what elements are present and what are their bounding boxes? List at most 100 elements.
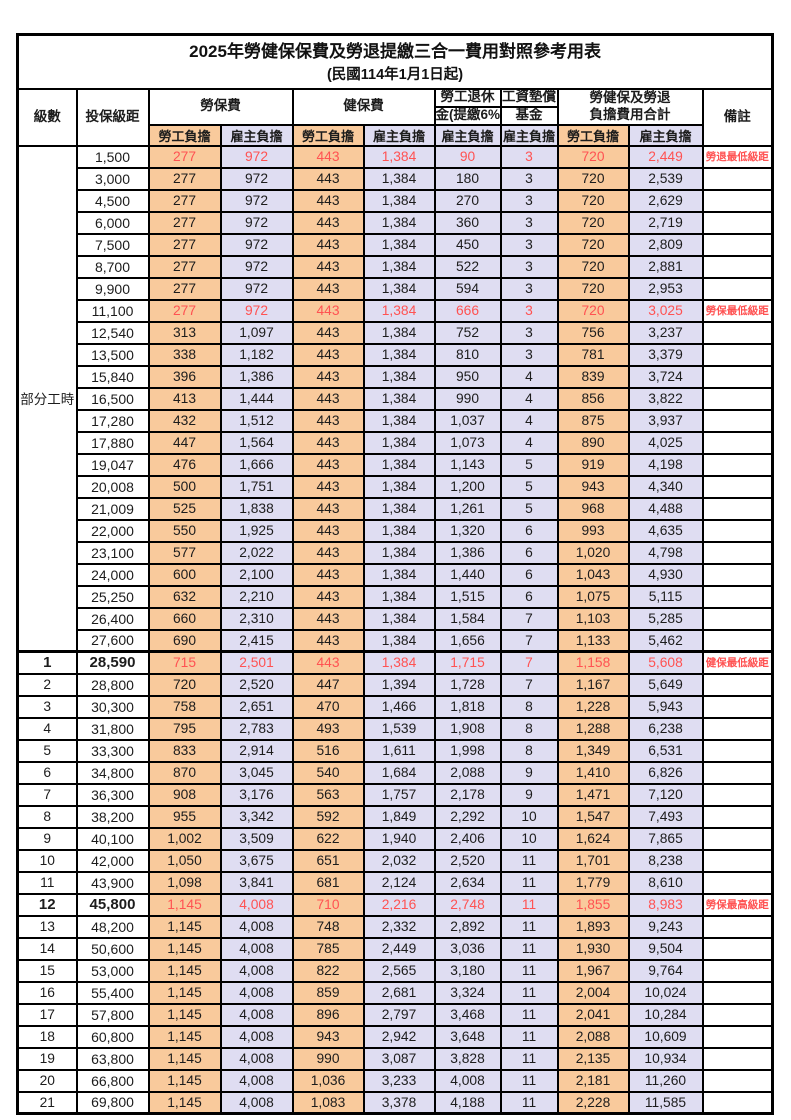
table-row: 22,000 550 1,925 443 1,384 1,320 6 993 4,635: [18, 518, 774, 543]
header-health-fee: 健保費: [291, 87, 436, 126]
value-cell: 1,515: [433, 584, 502, 609]
remark-cell: [701, 320, 774, 345]
table-row: 16 55,400 1,145 4,008 859 2,681 3,324 11 2,004 10…: [16, 980, 774, 1005]
value-cell: 2,135: [556, 1046, 630, 1071]
subheader-labor-employer: 雇主負擔: [219, 123, 294, 147]
bracket-cell: 15,840: [75, 364, 150, 389]
bracket-cell: 45,800: [75, 892, 150, 917]
value-cell: 277: [147, 298, 222, 323]
value-cell: 4,008: [433, 1068, 502, 1093]
value-cell: 1,182: [219, 342, 294, 367]
table-row: 17 57,800 1,145 4,008 896 2,797 3,468 11 2,041 10…: [16, 1002, 774, 1027]
remark-cell: [701, 870, 774, 895]
bracket-cell: 17,880: [75, 430, 150, 455]
value-cell: 1,855: [556, 892, 630, 917]
value-cell: 443: [291, 144, 365, 169]
value-cell: 4,930: [627, 562, 704, 587]
remark-cell: [701, 430, 774, 455]
value-cell: 4,025: [627, 430, 704, 455]
value-cell: 785: [291, 936, 365, 961]
value-cell: 1,818: [433, 694, 502, 719]
value-cell: 756: [556, 320, 630, 345]
value-cell: 1,073: [433, 430, 502, 455]
value-cell: 2,406: [433, 826, 502, 851]
value-cell: 443: [291, 518, 365, 543]
table-body: 部分工時 1,500 277 972 443 1,384 90 3 720 2,449 勞退最低級距…: [16, 144, 774, 1115]
value-cell: 720: [556, 210, 630, 235]
value-cell: 1,564: [219, 430, 294, 455]
value-cell: 563: [291, 782, 365, 807]
value-cell: 1,075: [556, 584, 630, 609]
value-cell: 622: [291, 826, 365, 851]
value-cell: 443: [291, 628, 365, 653]
page-subtitle: (民國114年1月1日起): [326, 66, 464, 83]
value-cell: 443: [291, 606, 365, 631]
value-cell: 6,826: [627, 760, 704, 785]
level-cell: 5: [16, 738, 78, 763]
bracket-cell: 31,800: [75, 716, 150, 741]
value-cell: 955: [147, 804, 222, 829]
value-cell: 1,539: [362, 716, 436, 741]
value-cell: 2,539: [627, 166, 704, 191]
level-cell: 9: [16, 826, 78, 851]
value-cell: 2,004: [556, 980, 630, 1005]
value-cell: 1,410: [556, 760, 630, 785]
value-cell: 277: [147, 166, 222, 191]
table-row: 17,280 432 1,512 443 1,384 1,037 4 875 3,937: [18, 408, 774, 433]
value-cell: 3,379: [627, 342, 704, 367]
table-row: 6 34,800 870 3,045 540 1,684 2,088 9 1,410 6,826: [16, 760, 774, 785]
bracket-cell: 13,500: [75, 342, 150, 367]
remark-cell: [701, 1090, 774, 1115]
value-cell: 3,822: [627, 386, 704, 411]
level-cell: 13: [16, 914, 78, 939]
table-row: 部分工時 1,500 277 972 443 1,384 90 3 720 2,449 勞退最低級距: [16, 144, 774, 653]
value-cell: 2,942: [362, 1024, 436, 1049]
value-cell: 9: [499, 782, 559, 807]
value-cell: 313: [147, 320, 222, 345]
table-row: 9,900 277 972 443 1,384 594 3 720 2,953: [18, 276, 774, 301]
remark-cell: [701, 452, 774, 477]
value-cell: 1,384: [362, 320, 436, 345]
subheader-health-employer: 雇主負擔: [362, 123, 436, 147]
value-cell: 3,841: [219, 870, 294, 895]
bracket-cell: 42,000: [75, 848, 150, 873]
table-row: 1 28,590 715 2,501 443 1,384 1,715 7 1,158 5,608 健…: [16, 650, 774, 675]
value-cell: 2,100: [219, 562, 294, 587]
value-cell: 1,384: [362, 628, 436, 653]
value-cell: 720: [556, 188, 630, 213]
value-cell: 443: [291, 584, 365, 609]
remark-cell: 勞保最低級距: [701, 298, 774, 323]
remark-cell: [701, 342, 774, 367]
value-cell: 1,384: [362, 298, 436, 323]
bracket-cell: 23,100: [75, 540, 150, 565]
value-cell: 11: [499, 914, 559, 939]
subheader-health-employee: 勞工負擔: [291, 123, 365, 147]
value-cell: 810: [433, 342, 502, 367]
value-cell: 5,285: [627, 606, 704, 631]
value-cell: 3,342: [219, 804, 294, 829]
bracket-cell: 57,800: [75, 1002, 150, 1027]
bracket-cell: 60,800: [75, 1024, 150, 1049]
value-cell: 720: [147, 672, 222, 697]
value-cell: 10,934: [627, 1046, 704, 1071]
value-cell: 972: [219, 188, 294, 213]
value-cell: 972: [219, 166, 294, 191]
remark-cell: [701, 496, 774, 521]
level-cell: 1: [16, 650, 78, 675]
value-cell: 1,098: [147, 870, 222, 895]
value-cell: 2,216: [362, 892, 436, 917]
remark-cell: [701, 254, 774, 279]
value-cell: 9: [499, 760, 559, 785]
table-row: 3 30,300 758 2,651 470 1,466 1,818 8 1,228 5,943: [16, 694, 774, 719]
level-cell: 19: [16, 1046, 78, 1071]
value-cell: 1,384: [362, 562, 436, 587]
value-cell: 5: [499, 452, 559, 477]
level-cell: 6: [16, 760, 78, 785]
value-cell: 950: [433, 364, 502, 389]
level-cell: 16: [16, 980, 78, 1005]
value-cell: 11: [499, 1046, 559, 1071]
value-cell: 9,504: [627, 936, 704, 961]
value-cell: 2,881: [627, 254, 704, 279]
value-cell: 1,512: [219, 408, 294, 433]
value-cell: 1,384: [362, 606, 436, 631]
